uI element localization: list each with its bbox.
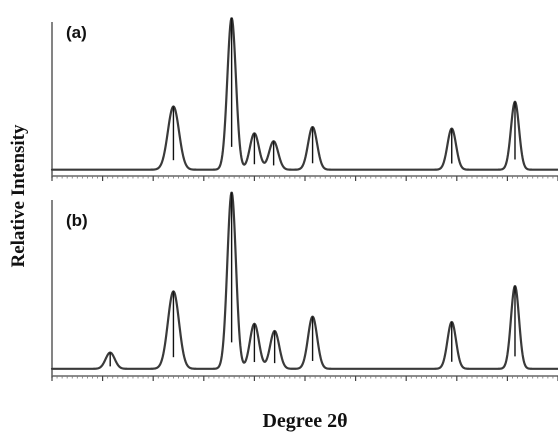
panel-b-peak-marks <box>109 192 516 367</box>
y-axis-label: Relative Intensity <box>8 124 29 268</box>
panel-b-label: (b) <box>66 211 88 230</box>
panel-a-peak-marks <box>172 18 516 166</box>
panel-b-ticks <box>51 376 558 381</box>
panel-b-trace <box>50 191 558 370</box>
panel-a-ticks <box>51 176 558 181</box>
panel-a-trace <box>50 17 558 171</box>
panel-b: (b) <box>50 191 558 381</box>
panel-a-label: (a) <box>66 23 87 42</box>
panel-a: (a) <box>50 17 558 181</box>
x-axis-label: Degree 2θ <box>262 410 347 432</box>
